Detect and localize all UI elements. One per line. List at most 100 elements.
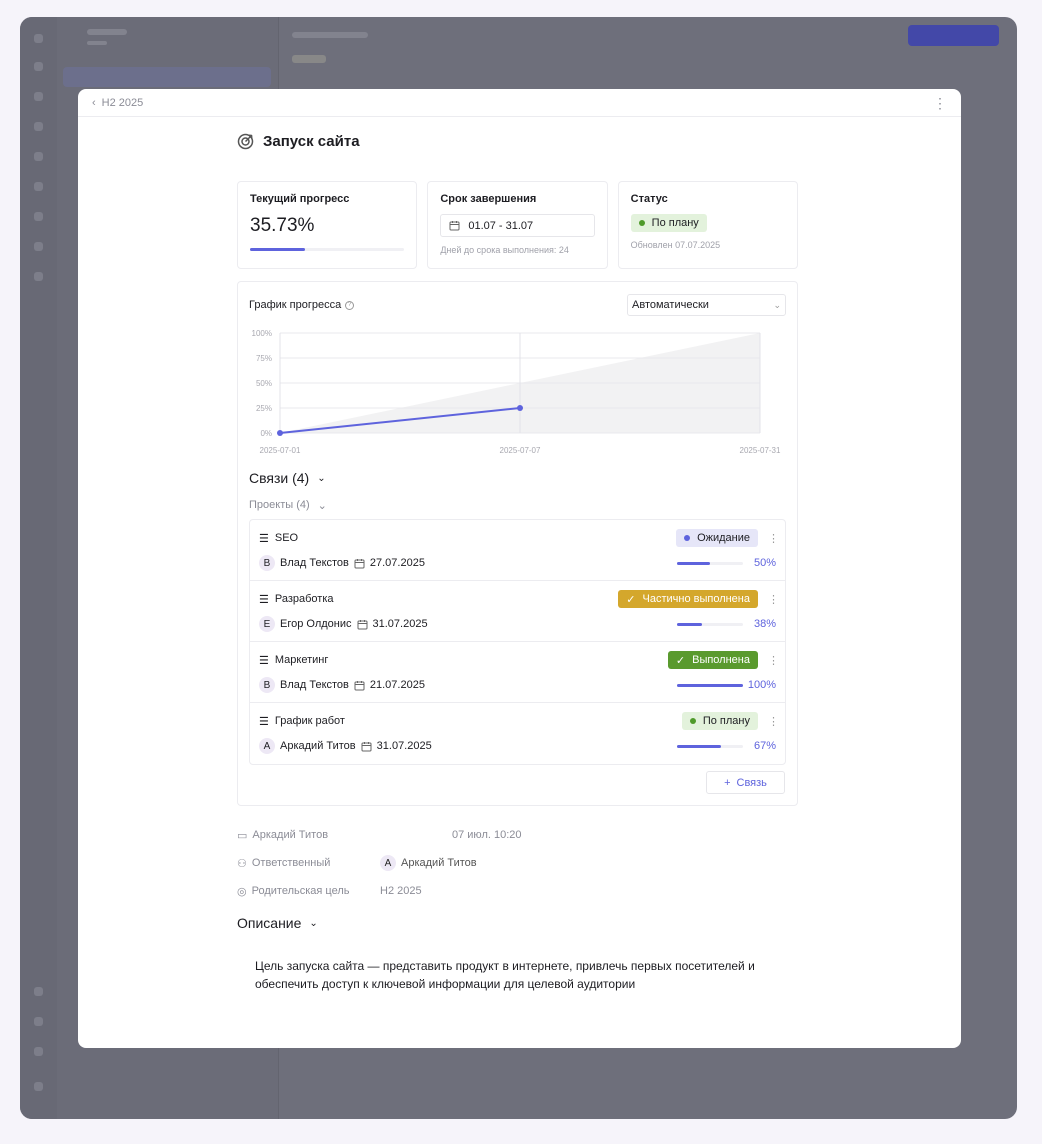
date-range-input[interactable]: 01.07 - 31.07 [440, 214, 595, 237]
add-link-button[interactable]: + Связь [706, 771, 785, 794]
status-badge[interactable]: По плану [681, 712, 758, 730]
project-progress-bar [677, 622, 743, 626]
due-date: 31.07.2025 [376, 740, 432, 752]
parent-value[interactable]: H2 2025 [380, 885, 422, 897]
x-tick-label: 2025-07-01 [260, 446, 301, 455]
project-item[interactable]: ☰ Разработка ✓ Частично выполнена ⋮ Е Егор Ол… [250, 581, 785, 642]
more-menu-icon[interactable]: ⋮ [768, 654, 779, 667]
calendar-icon [354, 558, 365, 568]
project-name[interactable]: Разработка [274, 593, 334, 605]
more-menu-icon[interactable]: ⋮ [768, 593, 779, 606]
status-updated: Обновлен 07.07.2025 [630, 240, 721, 250]
y-tick-label: 75% [256, 354, 272, 363]
status-card: Статус По плану Обновлен 07.07.2025 [617, 181, 798, 269]
owner-name: Влад Текстов [280, 557, 349, 569]
chevron-down-icon: ⌄ [309, 917, 318, 929]
status-badge[interactable]: ✓ Частично выполнена [618, 590, 758, 608]
create-button-blurred [908, 25, 999, 46]
add-link-label: Связь [736, 776, 767, 789]
calendar-icon [357, 619, 368, 629]
y-tick-label: 50% [256, 379, 272, 388]
list-icon: ☰ [259, 593, 269, 606]
project-name[interactable]: Маркетинг [274, 654, 329, 666]
meta-created: ▭ Аркадий Титов 07 июл. 10:20 [237, 827, 798, 843]
list-icon: ☰ [259, 715, 269, 728]
chevron-down-icon: ⌄ [317, 472, 326, 484]
page-title: Запуск сайта [237, 129, 798, 153]
status-text: По плану [702, 715, 750, 727]
y-tick-label: 25% [256, 404, 272, 413]
responsible-label: Ответственный [251, 857, 331, 869]
description-text[interactable]: Цель запуска сайта — представить продукт… [255, 959, 755, 991]
chart-mode-select[interactable]: Автоматически ⌄ [627, 294, 786, 316]
deadline-card: Срок завершения 01.07 - 31.07 Дней до ср… [427, 181, 608, 269]
project-progress-pct: 100% [747, 679, 776, 691]
chevron-down-icon: ⌄ [317, 500, 327, 512]
deadline-card-title: Срок завершения [440, 193, 537, 205]
projects-list: ☰ SEO Ожидание ⋮ В Влад Текстов 27.07.2025 50%… [249, 519, 786, 765]
owner-name: Егор Олдонис [280, 618, 352, 630]
status-dot-icon [638, 220, 645, 226]
avatar: В [259, 555, 275, 571]
progress-line [279, 407, 521, 434]
description-title: Описание [237, 915, 302, 931]
project-item[interactable]: ☰ График работ По плану ⋮ А Аркадий Титов 31.… [250, 703, 785, 764]
progress-panel: График прогресса? Автоматически ⌄ 0% 25% 50… [237, 281, 798, 806]
status-text: По плану [651, 217, 699, 229]
target-icon [237, 133, 254, 150]
days-left: Дней до срока выполнения: 24 [440, 245, 569, 255]
avatar: А [380, 855, 396, 871]
projects-toggle[interactable]: Проекты (4) ⌄ [249, 499, 786, 512]
creator: Аркадий Титов [252, 829, 329, 841]
project-name[interactable]: SEO [274, 532, 299, 544]
project-progress-pct: 50% [753, 557, 776, 569]
goal-modal: ‹ H2 2025 ⋮ Запуск сайта Текущий прогресс… [78, 89, 961, 1048]
owner-name: Аркадий Титов [280, 740, 356, 752]
icon-rail [20, 17, 57, 1119]
projects-label: Проекты (4) [249, 499, 310, 511]
status-badge[interactable]: ✓ Выполнена [667, 651, 758, 669]
calendar-icon [354, 680, 365, 690]
more-menu-icon[interactable]: ⋮ [768, 715, 779, 728]
responsible-value[interactable]: Аркадий Титов [401, 857, 477, 869]
owner-name: Влад Текстов [280, 679, 349, 691]
parent-label: Родительская цель [251, 885, 350, 897]
status-dot-icon [689, 718, 696, 724]
list-icon: ☰ [259, 654, 269, 667]
avatar: В [259, 677, 275, 693]
back-link[interactable]: ‹ H2 2025 [92, 97, 143, 109]
status-badge[interactable]: Ожидание [676, 529, 758, 547]
project-item[interactable]: ☰ Маркетинг ✓ Выполнена ⋮ В Влад Текстов 21.07… [250, 642, 785, 703]
check-icon: ✓ [626, 593, 636, 606]
modal-header: ‹ H2 2025 ⋮ [78, 89, 961, 117]
links-title: Связи (4) [249, 470, 310, 486]
help-icon[interactable]: ? [345, 300, 355, 310]
meta-parent: ◎ Родительская цель H2 2025 [237, 883, 798, 899]
status-text: Частично выполнена [642, 593, 751, 605]
data-point [277, 430, 283, 436]
status-badge[interactable]: По плану [630, 214, 707, 232]
project-item[interactable]: ☰ SEO Ожидание ⋮ В Влад Текстов 27.07.2025 50% [250, 520, 785, 581]
project-progress-pct: 67% [753, 740, 776, 752]
description-toggle[interactable]: Описание ⌄ [237, 915, 798, 931]
chart-title: График прогресса [249, 299, 342, 311]
avatar: Е [259, 616, 275, 632]
project-name[interactable]: График работ [274, 715, 345, 727]
more-menu-icon[interactable]: ⋮ [768, 532, 779, 545]
title-text: Запуск сайта [263, 132, 360, 150]
status-card-title: Статус [630, 193, 668, 205]
more-menu-icon[interactable]: ⋮ [933, 94, 947, 111]
progress-bar [250, 248, 405, 251]
chevron-left-icon: ‹ [92, 96, 96, 109]
meta-responsible: ⚇ Ответственный А Аркадий Титов [237, 855, 798, 871]
back-label: H2 2025 [101, 96, 144, 109]
check-icon: ✓ [675, 654, 686, 667]
y-tick-label: 0% [260, 429, 272, 438]
status-text: Ожидание [697, 532, 750, 544]
data-point [517, 405, 523, 411]
calendar-icon [361, 741, 372, 751]
project-progress-bar [677, 561, 743, 565]
chevron-down-icon: ⌄ [773, 299, 781, 310]
links-toggle[interactable]: Связи (4) ⌄ [249, 470, 786, 486]
progress-card: Текущий прогресс 35.73% [237, 181, 418, 269]
